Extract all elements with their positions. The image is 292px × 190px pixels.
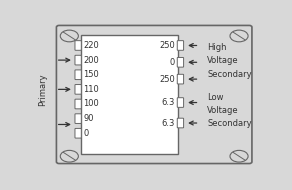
Circle shape	[60, 30, 78, 42]
Text: 100: 100	[83, 100, 99, 108]
FancyBboxPatch shape	[177, 74, 184, 84]
Circle shape	[230, 150, 248, 162]
Text: 200: 200	[83, 56, 99, 65]
Text: Voltage: Voltage	[207, 56, 239, 65]
Text: Secondary: Secondary	[207, 119, 252, 128]
Text: 220: 220	[83, 41, 99, 50]
FancyBboxPatch shape	[177, 98, 184, 107]
FancyBboxPatch shape	[75, 114, 81, 124]
Text: 6.3: 6.3	[162, 119, 175, 127]
Text: 110: 110	[83, 85, 99, 94]
FancyBboxPatch shape	[75, 70, 81, 80]
Circle shape	[60, 150, 78, 162]
Text: Low: Low	[207, 93, 224, 102]
FancyBboxPatch shape	[75, 85, 81, 94]
Text: Secondary: Secondary	[207, 70, 252, 78]
Text: 150: 150	[83, 70, 99, 79]
FancyBboxPatch shape	[75, 128, 81, 138]
Text: 6.3: 6.3	[162, 98, 175, 107]
FancyBboxPatch shape	[177, 57, 184, 67]
FancyBboxPatch shape	[75, 41, 81, 50]
FancyBboxPatch shape	[177, 118, 184, 128]
Text: 0: 0	[83, 129, 88, 138]
FancyBboxPatch shape	[75, 99, 81, 109]
Text: Voltage: Voltage	[207, 106, 239, 115]
Circle shape	[230, 30, 248, 42]
FancyBboxPatch shape	[56, 25, 252, 164]
Bar	[81, 35, 178, 154]
Text: High: High	[207, 43, 227, 52]
FancyBboxPatch shape	[177, 41, 184, 50]
Text: Primary: Primary	[38, 73, 47, 106]
FancyBboxPatch shape	[75, 55, 81, 65]
Text: 250: 250	[159, 75, 175, 84]
Text: 250: 250	[159, 41, 175, 50]
Text: 90: 90	[83, 114, 94, 123]
Text: 0: 0	[170, 58, 175, 67]
